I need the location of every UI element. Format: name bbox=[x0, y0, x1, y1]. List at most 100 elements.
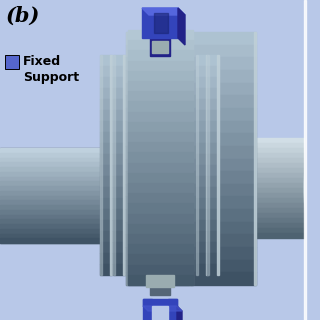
Bar bbox=[193, 138, 318, 143]
Bar bbox=[193, 143, 318, 148]
Polygon shape bbox=[177, 306, 182, 320]
Bar bbox=[0, 210, 130, 214]
Text: (b): (b) bbox=[6, 6, 40, 26]
Bar bbox=[113, 55, 115, 275]
Bar bbox=[193, 228, 318, 233]
Bar bbox=[0, 162, 130, 167]
Bar bbox=[100, 198, 112, 209]
Bar bbox=[207, 99, 219, 110]
Polygon shape bbox=[178, 8, 185, 45]
Bar bbox=[126, 133, 191, 146]
Bar bbox=[191, 184, 256, 196]
Bar bbox=[100, 121, 112, 132]
Bar bbox=[126, 70, 191, 83]
Bar bbox=[128, 81, 193, 91]
Bar bbox=[310, 211, 320, 218]
Bar bbox=[100, 55, 102, 275]
Bar bbox=[128, 163, 193, 173]
Bar bbox=[128, 173, 193, 183]
Bar bbox=[128, 193, 193, 204]
Bar bbox=[0, 153, 130, 157]
Bar bbox=[100, 66, 112, 77]
Bar bbox=[196, 132, 208, 143]
Bar bbox=[207, 88, 219, 99]
Bar bbox=[128, 91, 193, 101]
Bar bbox=[100, 209, 112, 220]
Bar bbox=[196, 242, 208, 253]
Bar bbox=[128, 214, 193, 224]
Bar bbox=[193, 168, 318, 173]
Bar bbox=[113, 176, 125, 187]
Bar bbox=[126, 57, 191, 70]
Bar bbox=[191, 70, 256, 83]
Bar bbox=[193, 178, 318, 183]
Bar bbox=[126, 83, 191, 95]
Bar bbox=[128, 60, 193, 71]
Bar bbox=[126, 121, 191, 133]
Bar bbox=[113, 220, 125, 231]
Bar bbox=[128, 142, 193, 152]
Bar bbox=[196, 121, 208, 132]
Bar bbox=[113, 253, 125, 264]
Bar bbox=[142, 8, 178, 38]
Bar bbox=[143, 299, 177, 306]
Bar bbox=[100, 176, 112, 187]
Bar bbox=[310, 171, 320, 178]
Bar bbox=[113, 231, 125, 242]
Bar bbox=[128, 224, 193, 234]
Bar bbox=[113, 66, 125, 77]
Bar bbox=[0, 157, 130, 162]
Bar bbox=[310, 185, 320, 191]
Bar bbox=[191, 121, 256, 133]
Bar bbox=[310, 225, 320, 231]
Bar bbox=[0, 205, 130, 210]
Bar bbox=[0, 230, 130, 235]
Bar bbox=[207, 154, 219, 165]
Bar bbox=[128, 71, 193, 81]
Bar bbox=[191, 222, 256, 234]
Bar bbox=[150, 38, 170, 56]
Bar bbox=[207, 132, 219, 143]
Bar bbox=[191, 158, 256, 171]
Bar bbox=[310, 165, 320, 171]
Bar bbox=[100, 88, 112, 99]
Bar bbox=[113, 165, 125, 176]
Bar bbox=[0, 148, 130, 210]
Bar bbox=[128, 122, 193, 132]
Bar bbox=[196, 165, 208, 176]
Ellipse shape bbox=[304, 138, 320, 238]
Bar bbox=[113, 55, 125, 66]
Bar bbox=[126, 45, 191, 57]
Bar bbox=[196, 99, 208, 110]
Bar bbox=[191, 83, 256, 95]
Bar bbox=[193, 213, 318, 218]
Bar bbox=[191, 32, 193, 285]
Bar bbox=[113, 264, 125, 275]
Bar bbox=[126, 32, 191, 45]
Bar bbox=[0, 219, 130, 224]
Bar bbox=[207, 66, 219, 77]
Bar bbox=[207, 143, 219, 154]
Bar bbox=[128, 254, 193, 265]
Bar bbox=[128, 40, 193, 51]
Bar bbox=[196, 187, 208, 198]
Bar bbox=[310, 151, 320, 158]
Bar bbox=[304, 0, 306, 320]
Bar bbox=[193, 163, 318, 168]
Bar bbox=[126, 222, 191, 234]
Bar bbox=[0, 196, 130, 200]
Bar bbox=[207, 55, 219, 66]
Bar bbox=[196, 66, 208, 77]
Bar bbox=[113, 99, 125, 110]
Bar bbox=[110, 55, 112, 275]
Bar bbox=[100, 132, 112, 143]
Bar bbox=[193, 148, 318, 153]
Bar bbox=[193, 198, 318, 203]
Bar bbox=[100, 99, 112, 110]
Bar bbox=[126, 196, 191, 209]
Bar bbox=[193, 173, 318, 178]
Bar bbox=[305, 0, 320, 320]
Bar bbox=[0, 222, 130, 226]
Bar bbox=[191, 171, 256, 184]
Bar bbox=[100, 165, 112, 176]
